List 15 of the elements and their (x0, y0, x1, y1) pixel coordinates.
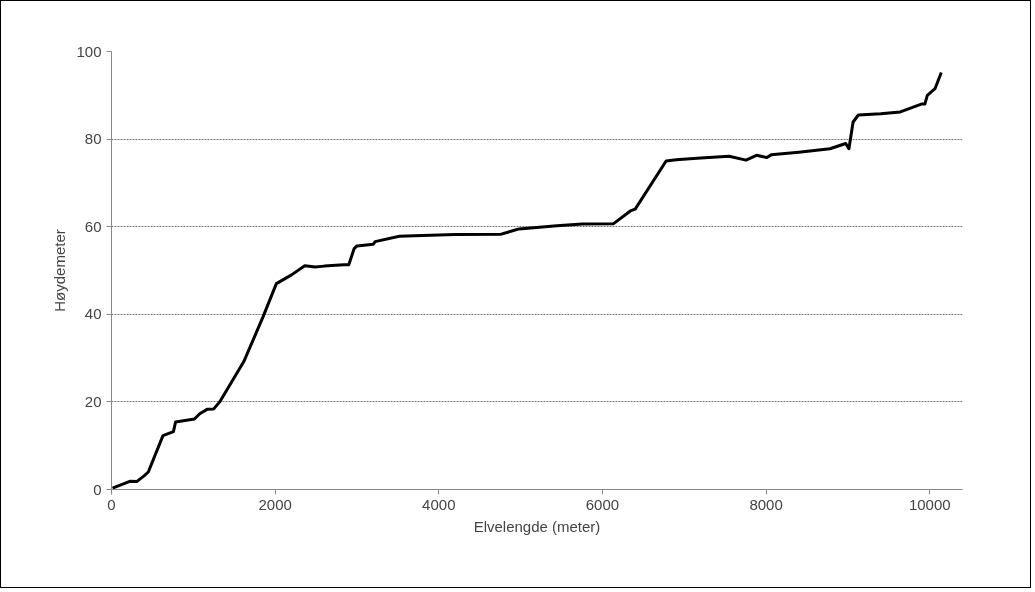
x-tick-label: 0 (107, 495, 116, 513)
y-tick-label: 100 (76, 42, 102, 60)
x-tick-label: 4000 (422, 495, 456, 513)
y-tick-label: 60 (84, 217, 102, 235)
x-tick-label: 6000 (585, 495, 620, 513)
x-tick-label: 10000 (908, 495, 951, 513)
line-series (111, 71, 943, 490)
x-tick-label: 2000 (258, 495, 292, 513)
x-tick-label: 8000 (749, 495, 783, 513)
y-tick-label: 0 (93, 480, 102, 498)
y-axis-title: Høydemeter (51, 229, 69, 312)
y-tick-label: 40 (84, 305, 102, 323)
x-axis-title: Elvelengde (meter) (473, 517, 601, 535)
y-tick-label: 80 (84, 130, 102, 148)
y-tick-label: 20 (84, 392, 102, 410)
